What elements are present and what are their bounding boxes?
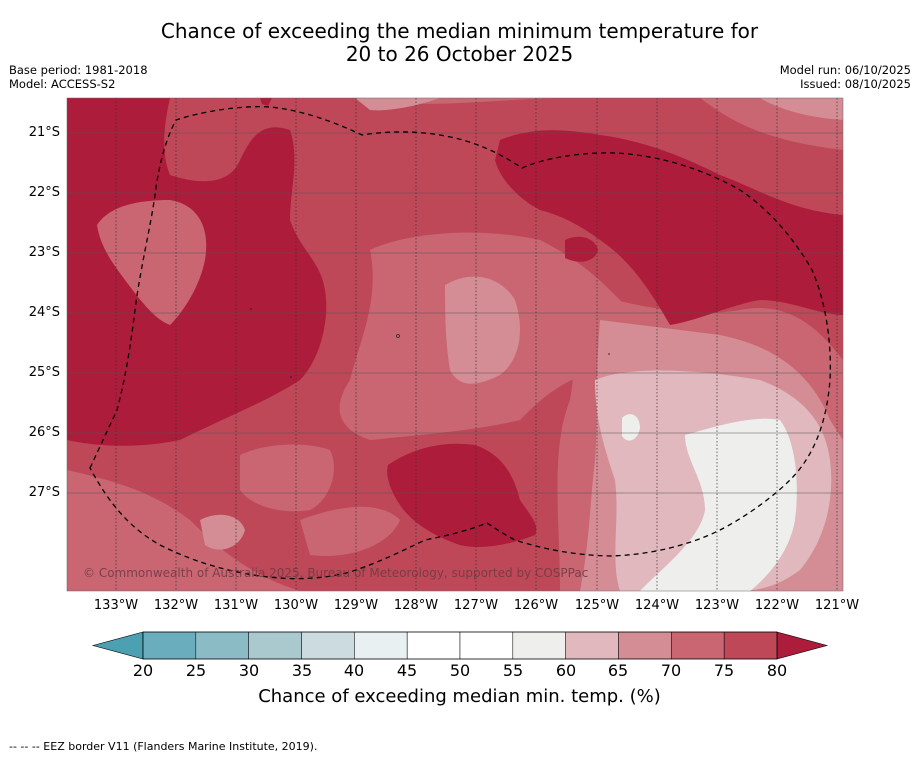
cb-tick-25: 25 (185, 661, 207, 680)
latitude-gridlines (67, 132, 843, 494)
colorbar-low-extend (91, 631, 144, 660)
band-80-spot (565, 236, 598, 262)
colorbar-cell-65-70 (618, 631, 672, 660)
cb-tick-55: 55 (502, 661, 524, 680)
colorbar-cells (142, 631, 778, 660)
cb-tick-35: 35 (291, 661, 313, 680)
band-65-70-spot (200, 514, 245, 550)
copyright-notice: © Commonwealth of Australia 2025, Bureau… (83, 566, 589, 580)
lon-label-121w: 121°W (814, 598, 860, 613)
model-run: Model run: 06/10/2025 (779, 63, 911, 77)
band-65-70-ne (760, 98, 843, 120)
lat-label-24s: 24°S (28, 305, 60, 320)
band-55-60-spot (622, 414, 640, 441)
lon-label-123w: 123°W (694, 598, 740, 613)
lon-label-133w: 133°W (93, 598, 139, 613)
colorbar-cell-20-25 (142, 631, 197, 660)
meta-left: Base period: 1981-2018 Model: ACCESS-S2 (9, 63, 148, 91)
lon-label-128w: 128°W (393, 598, 439, 613)
eez-border (89, 106, 831, 580)
cb-tick-65: 65 (607, 661, 629, 680)
map-title-line2: 20 to 26 October 2025 (345, 42, 574, 66)
cb-tick-70: 70 (660, 661, 682, 680)
issued-date: Issued: 08/10/2025 (800, 77, 911, 91)
colorbar-cell-35-40 (301, 631, 355, 660)
probability-contours (67, 98, 843, 591)
cb-tick-45: 45 (396, 661, 418, 680)
colorbar-cell-50-55 (459, 631, 514, 660)
cb-tick-40: 40 (343, 661, 365, 680)
island-marker-3 (290, 376, 292, 378)
lat-label-26s: 26°S (28, 425, 60, 440)
island-marker-2 (250, 308, 252, 310)
cb-tick-75: 75 (713, 661, 735, 680)
lon-label-125w: 125°W (574, 598, 620, 613)
colorbar-cell-60-65 (565, 631, 619, 660)
band-70-75-southwest (67, 470, 300, 591)
band-70-75-south (240, 444, 334, 512)
colorbar-cell-70-75 (671, 631, 725, 660)
lon-label-122w: 122°W (754, 598, 800, 613)
colorbar-cell-40-45 (354, 631, 408, 660)
lon-label-129w: 129°W (333, 598, 379, 613)
lon-label-130w: 130°W (273, 598, 319, 613)
base-period: Base period: 1981-2018 (9, 63, 148, 77)
band-65-70-center (445, 276, 520, 384)
model-name: Model: ACCESS-S2 (9, 77, 116, 91)
cb-tick-80: 80 (766, 661, 788, 680)
band-80-top-spot (260, 98, 272, 106)
band-65-70-top (355, 98, 440, 111)
colorbar-cell-75-80 (723, 631, 778, 660)
colorbar-cell-45-50 (406, 631, 461, 660)
colorbar (91, 631, 829, 660)
colorbar-label: Chance of exceeding median min. temp. (%… (258, 686, 661, 707)
meta-right: Model run: 06/10/2025 Issued: 08/10/2025 (780, 63, 911, 91)
map-frame (66, 97, 844, 592)
band-70-75-west-inset (97, 200, 207, 325)
lat-label-27s: 27°S (28, 485, 60, 500)
lon-label-124w: 124°W (634, 598, 680, 613)
island-marker-4 (608, 353, 610, 355)
lat-label-23s: 23°S (28, 245, 60, 260)
colorbar-cell-55-60 (512, 631, 566, 660)
lat-label-25s: 25°S (28, 365, 60, 380)
eez-legend: -- -- -- EEZ border V11 (Flanders Marine… (9, 740, 318, 753)
lon-label-126w: 126°W (513, 598, 559, 613)
cb-tick-30: 30 (238, 661, 260, 680)
colorbar-frame (142, 631, 778, 660)
band-70-75-south2 (300, 506, 400, 556)
band-80-south (387, 443, 537, 547)
colorbar-high-extend (776, 631, 829, 660)
lon-label-127w: 127°W (453, 598, 499, 613)
lat-label-21s: 21°S (28, 125, 60, 140)
cb-tick-60: 60 (555, 661, 577, 680)
longitude-gridlines (115, 98, 838, 591)
cb-tick-20: 20 (132, 661, 154, 680)
lon-label-131w: 131°W (213, 598, 259, 613)
colorbar-cell-30-35 (248, 631, 302, 660)
lat-label-22s: 22°S (28, 185, 60, 200)
map-title-line1: Chance of exceeding the median minimum t… (160, 19, 759, 43)
lon-label-132w: 132°W (153, 598, 199, 613)
island-marker (396, 334, 400, 338)
colorbar-cell-25-30 (195, 631, 249, 660)
band-80-northeast (495, 130, 843, 325)
cb-tick-50: 50 (449, 661, 471, 680)
band-55-60-east (640, 418, 797, 591)
